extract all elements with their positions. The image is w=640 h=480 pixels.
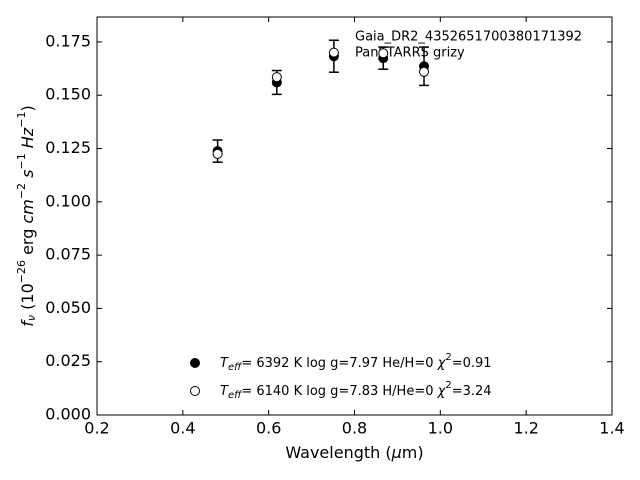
y-label-part: −26 bbox=[15, 260, 28, 283]
legend-part: 2 bbox=[445, 380, 451, 391]
y-label-part: −2 bbox=[15, 183, 28, 199]
y-label-part: s bbox=[18, 170, 37, 178]
y-tick-label: 0.100 bbox=[45, 191, 91, 210]
y-label-part: (10 bbox=[18, 283, 37, 315]
y-label-part: ) bbox=[18, 105, 37, 111]
y-axis-label: fν (10−26 erg cm−2 s−1 Hz−1) bbox=[15, 105, 38, 326]
annotation: PanSTARRS grizy bbox=[355, 46, 465, 61]
point bbox=[419, 66, 430, 77]
x-tick-label: 1.0 bbox=[428, 419, 453, 438]
legend-part: χ bbox=[437, 384, 447, 399]
legend-part: =0.91 bbox=[452, 356, 492, 371]
y-label-part: Hz bbox=[18, 127, 37, 148]
y-tick-label: 0.150 bbox=[45, 85, 91, 104]
legend-part: χ bbox=[437, 356, 447, 371]
y-tick-label: 0.000 bbox=[45, 405, 91, 424]
x-label-part: Wavelength ( bbox=[285, 443, 391, 462]
y-tick-label: 0.025 bbox=[45, 351, 91, 370]
legend-label: Teff= 6140 K log g=7.83 H/He=0 χ2=3.24 bbox=[220, 380, 492, 401]
y-tick-label: 0.075 bbox=[45, 245, 91, 264]
y-label-part: f bbox=[18, 319, 37, 327]
y-label-part: cm bbox=[18, 199, 37, 223]
legend-part: =3.24 bbox=[452, 384, 492, 399]
legend-marker bbox=[190, 358, 200, 368]
x-tick-label: 0.8 bbox=[342, 419, 367, 438]
legend-part: 2 bbox=[445, 352, 451, 363]
annotation: Gaia_DR2_4352651700380171392 bbox=[355, 30, 582, 45]
x-tick-label: 0.2 bbox=[84, 419, 109, 438]
y-label-part: erg bbox=[18, 224, 37, 260]
legend-part: = 6392 K log g=7.97 He/H=0 bbox=[241, 356, 437, 371]
legend-part: = 6140 K log g=7.83 H/He=0 bbox=[241, 384, 437, 399]
x-axis-label: Wavelength (μm) bbox=[285, 443, 423, 462]
y-label-part: −1 bbox=[15, 153, 28, 169]
point bbox=[271, 72, 282, 83]
y-tick-label: 0.050 bbox=[45, 298, 91, 317]
legend-marker bbox=[190, 386, 200, 396]
point bbox=[328, 47, 339, 58]
y-label-part: −1 bbox=[15, 112, 28, 128]
x-label-part: m) bbox=[402, 443, 424, 462]
x-tick-label: 1.4 bbox=[599, 419, 624, 438]
x-tick-label: 1.2 bbox=[513, 419, 538, 438]
x-tick-label: 0.4 bbox=[170, 419, 195, 438]
legend-part: eff bbox=[228, 362, 243, 373]
y-tick-label: 0.175 bbox=[45, 31, 91, 50]
legend-part: T bbox=[220, 384, 229, 399]
x-label-part: μ bbox=[391, 443, 402, 462]
legend-part: T bbox=[220, 356, 229, 371]
y-label-part: ν bbox=[25, 315, 38, 321]
point bbox=[378, 48, 389, 59]
y-tick-label: 0.125 bbox=[45, 138, 91, 157]
x-tick-label: 0.6 bbox=[256, 419, 281, 438]
point bbox=[212, 148, 223, 159]
legend-label: Teff= 6392 K log g=7.97 He/H=0 χ2=0.91 bbox=[220, 352, 492, 373]
legend-part: eff bbox=[228, 390, 243, 401]
